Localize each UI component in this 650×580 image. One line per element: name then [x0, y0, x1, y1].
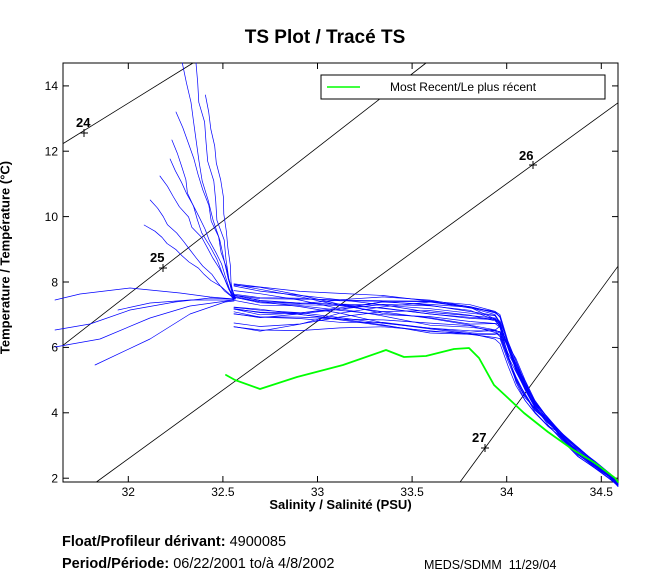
- svg-text:2: 2: [51, 472, 58, 486]
- svg-text:27: 27: [472, 430, 486, 445]
- svg-text:32: 32: [122, 485, 136, 499]
- svg-text:26: 26: [519, 148, 533, 163]
- svg-text:34: 34: [500, 485, 514, 499]
- svg-text:4: 4: [51, 406, 58, 420]
- svg-text:10: 10: [45, 210, 59, 224]
- svg-text:32.5: 32.5: [211, 485, 235, 499]
- svg-text:8: 8: [51, 275, 58, 289]
- svg-text:6: 6: [51, 341, 58, 355]
- svg-text:33: 33: [311, 485, 325, 499]
- svg-text:Most Recent/Le plus récent: Most Recent/Le plus récent: [390, 80, 537, 94]
- svg-text:34.5: 34.5: [590, 485, 614, 499]
- svg-text:33.5: 33.5: [400, 485, 424, 499]
- svg-text:14: 14: [45, 79, 59, 93]
- svg-text:25: 25: [150, 250, 164, 265]
- svg-text:12: 12: [45, 145, 59, 159]
- svg-text:24: 24: [76, 115, 91, 130]
